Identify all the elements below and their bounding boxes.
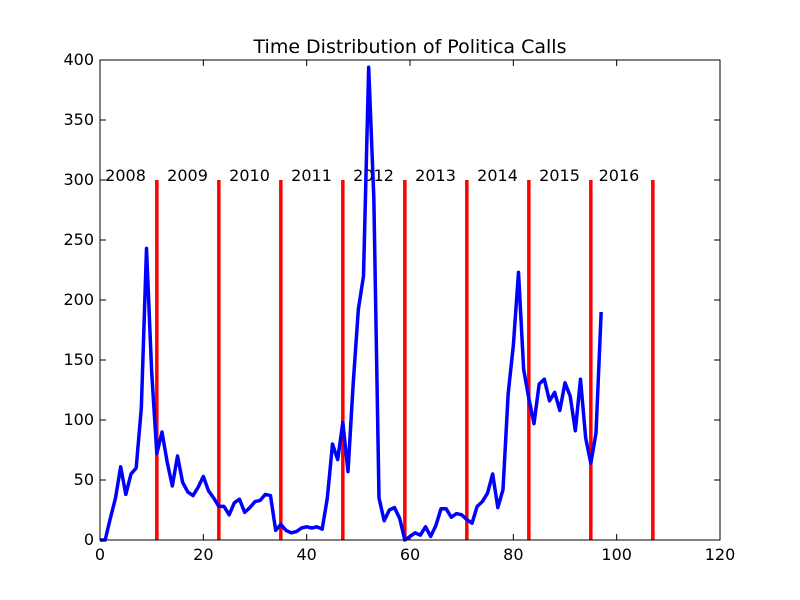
year-label: 2009: [167, 166, 208, 185]
chart-title: Time Distribution of Politica Calls: [253, 36, 567, 58]
x-tick-label: 20: [193, 545, 213, 564]
plot-frame: [99, 59, 721, 541]
y-tick-label: 300: [63, 170, 94, 189]
year-label: 2010: [229, 166, 270, 185]
x-tick-label: 100: [601, 545, 632, 564]
year-label: 2011: [291, 166, 332, 185]
x-tick-label: 40: [296, 545, 316, 564]
y-tick-label: 250: [63, 230, 94, 249]
axis-ticks: 0 20 40 60 80 100 120 0 50 100 150 200 250 300 350 400: [63, 50, 735, 564]
year-label: 2008: [105, 166, 146, 185]
year-markers: [155, 180, 655, 540]
year-label: 2014: [477, 166, 518, 185]
year-label: 2016: [599, 166, 640, 185]
x-tick-label: 60: [400, 545, 420, 564]
y-tick-label: 50: [74, 470, 94, 489]
x-tick-label: 80: [503, 545, 523, 564]
y-tick-label: 100: [63, 410, 94, 429]
y-tick-label: 150: [63, 350, 94, 369]
y-tick-label: 400: [63, 50, 94, 69]
year-label: 2015: [539, 166, 580, 185]
y-tick-label: 0: [84, 530, 94, 549]
series-line: [100, 65, 603, 542]
x-tick-label: 120: [705, 545, 736, 564]
year-labels: 2008 2009 2010 2011 2012 2013 2014 2015 2016: [105, 166, 639, 185]
y-tick-label: 350: [63, 110, 94, 129]
y-tick-label: 200: [63, 290, 94, 309]
year-label: 2013: [415, 166, 456, 185]
series-group: [100, 65, 603, 542]
x-tick-label: 0: [95, 545, 105, 564]
